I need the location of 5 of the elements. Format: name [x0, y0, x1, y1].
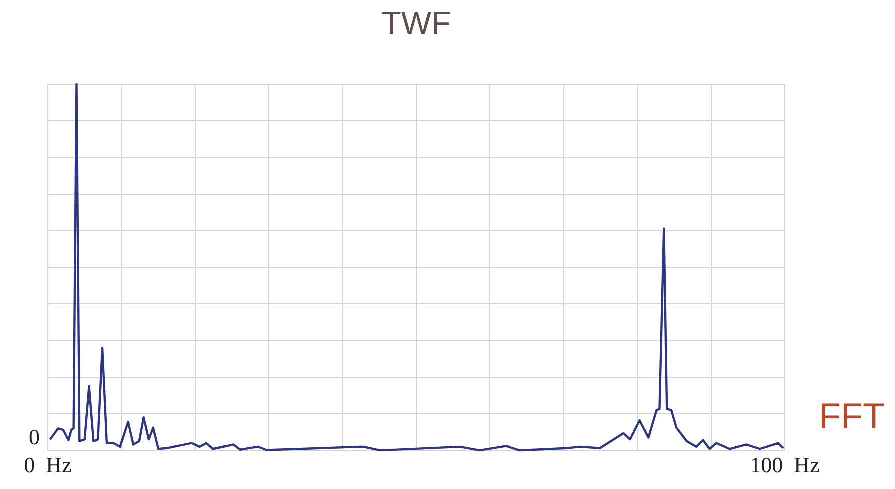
text: FFT	[819, 396, 885, 437]
text: 0	[29, 424, 40, 450]
chart-title: TWF	[382, 5, 452, 42]
x-tick-label: 0 Hz	[24, 452, 72, 478]
x-tick-label: 100 Hz	[750, 452, 820, 478]
